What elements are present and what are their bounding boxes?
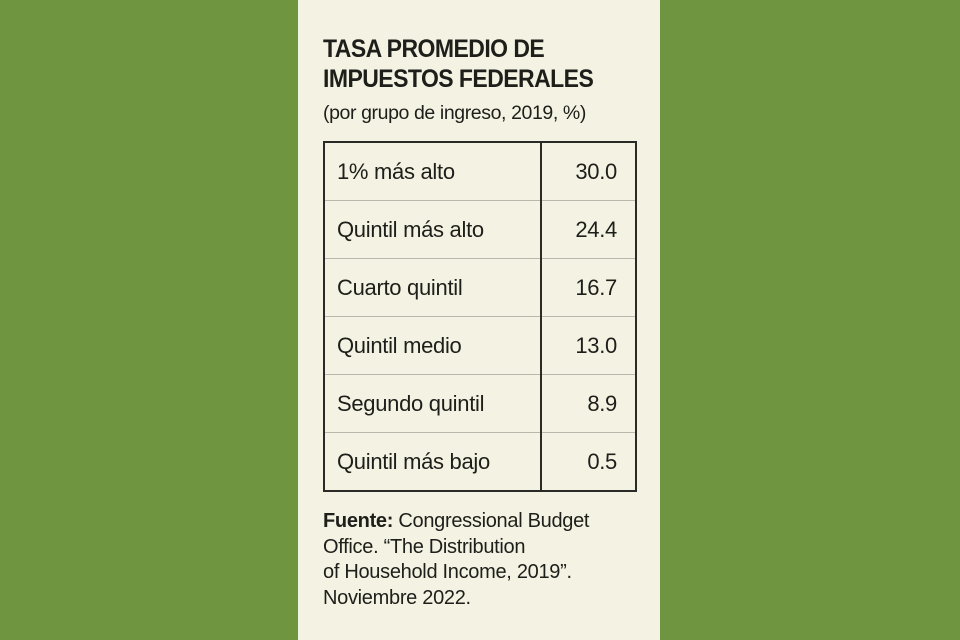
table-row: Quintil medio 13.0 — [324, 316, 636, 375]
table-row: 1% más alto 30.0 — [324, 142, 636, 201]
row-label: Quintil más bajo — [324, 432, 542, 491]
title-line-2: IMPUESTOS FEDERALES — [323, 65, 594, 93]
source-line-4: Noviembre 2022. — [323, 586, 471, 609]
table-row: Quintil más alto 24.4 — [324, 200, 636, 259]
source-line-2: Office. “The Distribution — [323, 535, 526, 558]
row-value: 16.7 — [541, 258, 636, 317]
row-value: 8.9 — [541, 374, 636, 433]
row-label: 1% más alto — [324, 142, 542, 201]
chart-subtitle: (por grupo de ingreso, 2019, %) — [323, 102, 586, 124]
source-label: Fuente: — [323, 510, 394, 532]
row-value: 0.5 — [541, 432, 636, 491]
chart-title: TASA PROMEDIO DE IMPUESTOS FEDERALES — [323, 34, 594, 94]
source-line-1: Congressional Budget — [393, 510, 590, 532]
table-row: Cuarto quintil 16.7 — [324, 258, 636, 317]
row-label: Cuarto quintil — [324, 258, 542, 317]
source-note: Fuente: Congressional Budget Office. “Th… — [323, 509, 653, 611]
source-line-3: of Household Income, 2019”. — [323, 561, 572, 583]
table-row: Segundo quintil 8.9 — [324, 374, 636, 433]
row-value: 13.0 — [541, 316, 636, 375]
infographic-panel: TASA PROMEDIO DE IMPUESTOS FEDERALES (po… — [298, 0, 660, 640]
tax-rate-table: 1% más alto 30.0 Quintil más alto 24.4 Cuart… — [323, 141, 637, 492]
table-row: Quintil más bajo 0.5 — [324, 432, 636, 491]
row-label: Segundo quintil — [324, 374, 542, 433]
row-label: Quintil más alto — [324, 200, 542, 259]
title-line-1: TASA PROMEDIO DE — [323, 35, 545, 63]
row-value: 24.4 — [541, 200, 636, 259]
row-value: 30.0 — [575, 158, 617, 184]
row-label: Quintil medio — [324, 316, 542, 375]
